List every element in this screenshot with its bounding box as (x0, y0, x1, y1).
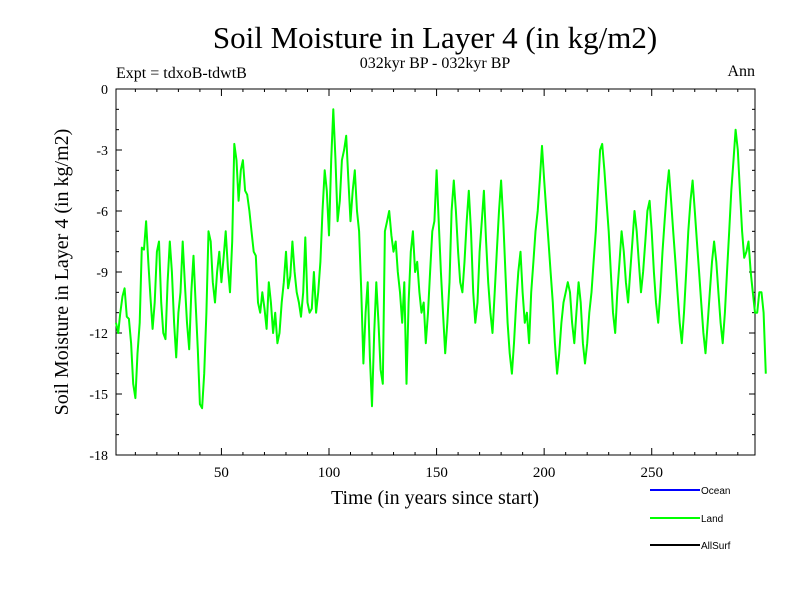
y-tick-label: -9 (96, 266, 108, 281)
y-tick-label: -18 (89, 449, 108, 464)
x-axis-label: Time (in years since start) (331, 487, 539, 509)
period-label: Ann (727, 63, 755, 80)
y-tick-label: -6 (96, 205, 108, 220)
chart-title: Soil Moisture in Layer 4 (in kg/m2) (213, 20, 657, 55)
x-axis: 50 100 150 200 250 (134, 89, 739, 481)
chart-subtitle: 032kyr BP - 032kyr BP (360, 55, 511, 72)
y-tick-label: -12 (89, 327, 108, 342)
y-axis-label: Soil Moisture in Layer 4 (in kg/m2) (51, 129, 73, 416)
x-tick-label: 150 (425, 465, 448, 481)
series-layer (115, 108, 767, 410)
x-tick-label: 200 (533, 465, 556, 481)
series-line-land (115, 108, 767, 410)
x-tick-label: 50 (214, 465, 229, 481)
experiment-label: Expt = tdxoB-tdwtB (116, 65, 247, 82)
y-tick-label: -3 (96, 144, 108, 159)
x-tick-label: 250 (640, 465, 663, 481)
legend-label-ocean: Ocean (701, 486, 730, 497)
y-tick-label: -15 (89, 388, 108, 403)
y-tick-label: 0 (101, 83, 108, 98)
legend-label-allsurf: AllSurf (701, 541, 731, 552)
x-tick-label: 100 (318, 465, 341, 481)
legend-label-land: Land (701, 514, 723, 525)
legend: Ocean Land AllSurf (650, 486, 731, 552)
y-axis: 0 -3 -6 -9 -12 -15 -18 (89, 83, 755, 464)
